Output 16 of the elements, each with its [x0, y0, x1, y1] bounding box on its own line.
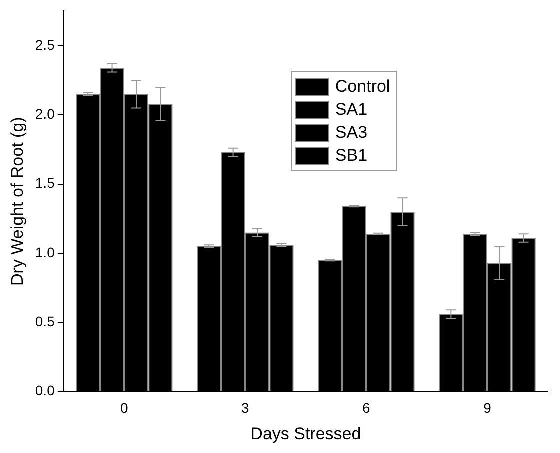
x-tick-label: 9: [484, 400, 492, 416]
legend-label: SA3: [335, 122, 368, 144]
x-tick-label: 3: [242, 400, 250, 416]
legend-label: Control: [335, 76, 390, 98]
y-tick-label: 1.0: [35, 244, 56, 260]
legend-label: SB1: [335, 145, 368, 168]
y-tick-label: 0.0: [35, 382, 56, 399]
y-tick-label: 2.5: [35, 36, 56, 53]
legend-label: SA1: [335, 99, 368, 122]
x-tick-label: 6: [362, 400, 371, 416]
x-tick-label: 0: [120, 400, 128, 416]
y-tick-label: 0.5: [35, 313, 56, 330]
y-tick-label: 1.5: [35, 175, 56, 192]
y-tick-label: 2.0: [35, 106, 56, 122]
x-axis-title: Days Stressed: [250, 424, 362, 444]
y-axis-title: Dry Weight of Root (g): [8, 117, 27, 286]
